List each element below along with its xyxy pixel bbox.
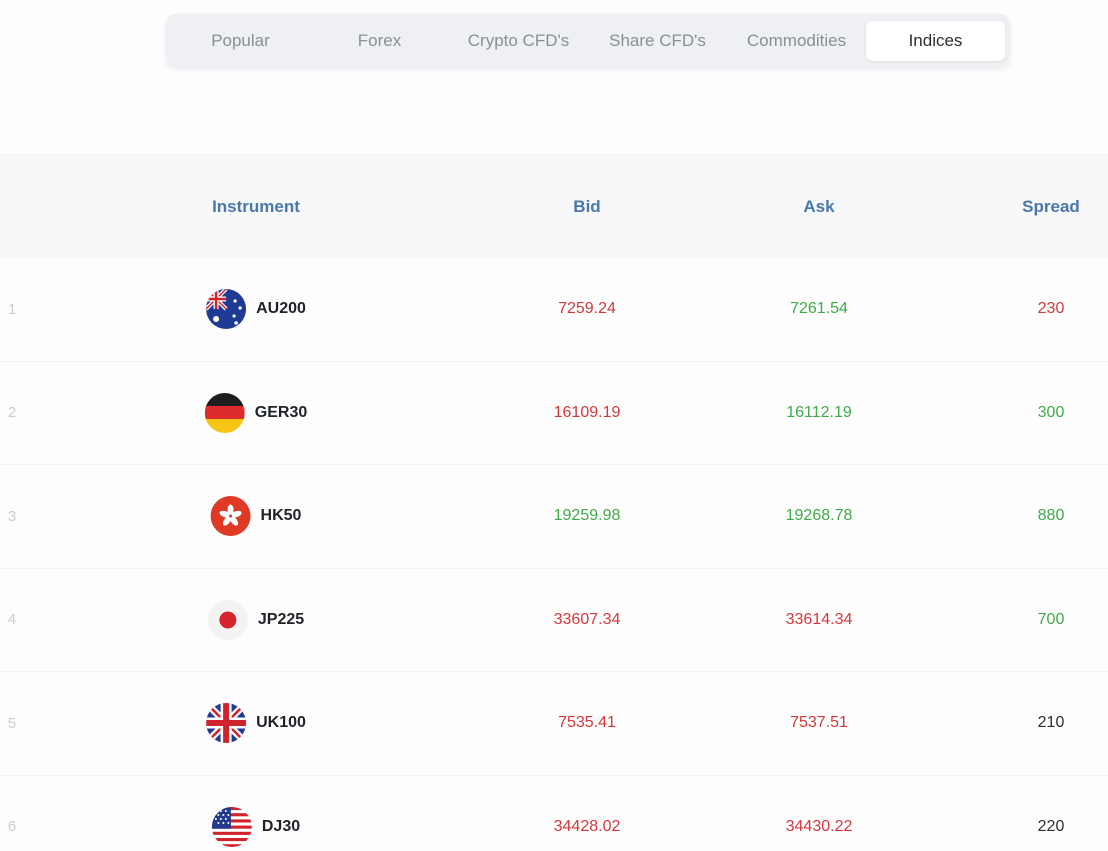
ask-price: 7537.51: [790, 714, 848, 732]
column-header-instrument: Instrument: [212, 197, 300, 216]
column-header-ask: Ask: [803, 197, 835, 216]
row-index: 5: [7, 714, 17, 732]
instrument-cell[interactable]: UK100: [206, 672, 306, 775]
instrument-symbol: JP225: [257, 610, 305, 628]
table-row[interactable]: 3 HK50: [0, 465, 1108, 569]
bid-price: 7535.41: [558, 714, 616, 732]
spread-value: 230: [1037, 300, 1065, 318]
table-row[interactable]: 6: [0, 775, 1108, 851]
spread-value: 210: [1037, 714, 1065, 732]
instrument-symbol: DJ30: [261, 817, 301, 835]
spread-value: 880: [1037, 507, 1065, 525]
hong-kong-flag-icon: [210, 496, 251, 537]
bid-price: 7259.24: [558, 300, 616, 318]
market-category-tabs: Popular Forex Crypto CFD's Share CFD's C…: [166, 14, 1010, 68]
tab-popular[interactable]: Popular: [211, 31, 270, 50]
australia-flag-icon: [206, 289, 247, 330]
ask-price: 34430.22: [785, 817, 853, 835]
table-row[interactable]: 4 JP225 33607.34 33614.34 700: [0, 568, 1108, 672]
spread-value: 220: [1037, 817, 1065, 835]
ask-price: 33614.34: [785, 610, 853, 628]
instrument-cell[interactable]: DJ30: [211, 776, 301, 851]
row-index: 4: [7, 611, 17, 629]
instrument-cell[interactable]: JP225: [207, 569, 305, 672]
column-header-bid: Bid: [573, 197, 601, 216]
germany-flag-icon: [204, 392, 245, 433]
instrument-cell[interactable]: GER30: [204, 362, 308, 465]
instrument-cell[interactable]: HK50: [210, 465, 302, 568]
row-index: 3: [7, 507, 17, 525]
spread-value: 700: [1037, 610, 1065, 628]
usa-flag-icon: [211, 806, 252, 847]
tab-share-cfds[interactable]: Share CFD's: [609, 31, 706, 50]
table-row[interactable]: 1: [0, 258, 1108, 362]
ask-price: 7261.54: [790, 300, 848, 318]
column-header-spread: Spread: [1022, 197, 1080, 216]
row-index: 1: [7, 300, 17, 318]
spread-value: 300: [1037, 403, 1065, 421]
bid-price: 33607.34: [553, 610, 621, 628]
ask-price: 19268.78: [785, 507, 853, 525]
tab-indices[interactable]: Indices: [866, 21, 1005, 61]
japan-flag-icon: [207, 599, 248, 640]
tab-forex[interactable]: Forex: [357, 31, 402, 50]
tab-commodities[interactable]: Commodities: [746, 31, 847, 50]
uk-flag-icon: [206, 703, 247, 744]
table-row[interactable]: 2 GER30 16109.19 16112.19 300: [0, 361, 1108, 465]
bid-price: 34428.02: [553, 817, 621, 835]
table-row[interactable]: 5 UK100 7535.41 7537.51 210: [0, 672, 1108, 776]
prices-table: Instrument Bid Ask Spread 1: [0, 154, 1108, 851]
table-header: Instrument Bid Ask Spread: [0, 154, 1108, 258]
tab-crypto-cfds[interactable]: Crypto CFD's: [467, 31, 570, 50]
instrument-symbol: AU200: [256, 300, 306, 318]
instrument-symbol: UK100: [256, 714, 306, 732]
instrument-symbol: GER30: [254, 403, 308, 421]
instrument-cell[interactable]: AU200: [206, 258, 306, 361]
bid-price: 19259.98: [553, 507, 621, 525]
row-index: 6: [7, 818, 17, 836]
row-index: 2: [7, 404, 17, 422]
instrument-symbol: HK50: [260, 507, 302, 525]
ask-price: 16112.19: [786, 403, 852, 421]
bid-price: 16109.19: [553, 403, 621, 421]
